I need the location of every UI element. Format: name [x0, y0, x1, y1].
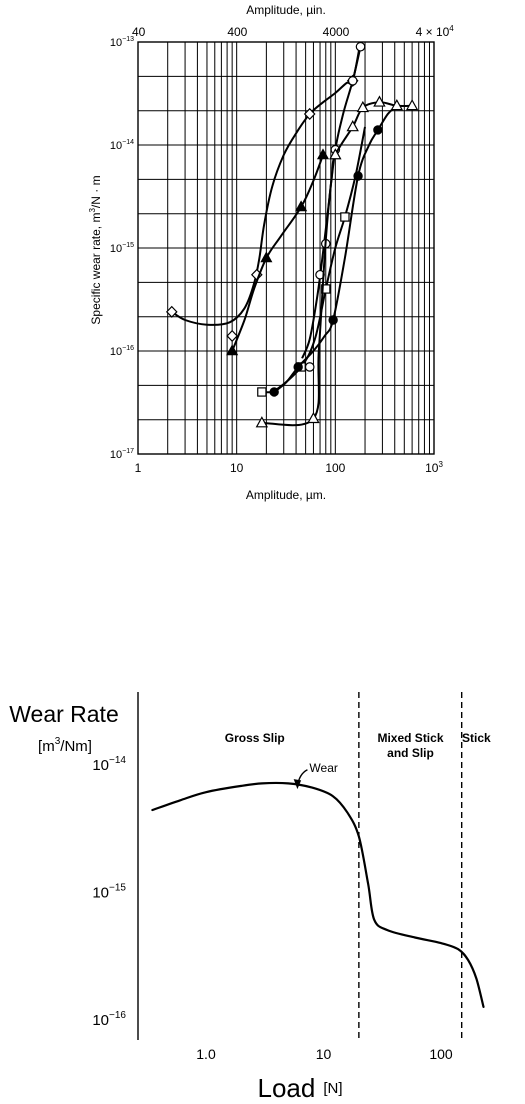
data-point-circle-filled — [269, 387, 279, 397]
chart-2-y-tick-label: 10−16 — [92, 1010, 126, 1029]
chart-2-series: Wear — [151, 761, 485, 1008]
chart-1-y-axis-label-main: Specific wear rate, m — [89, 213, 103, 325]
data-point-circle-filled — [293, 362, 303, 372]
wear-curve — [151, 781, 485, 1008]
data-point-circle-filled — [328, 315, 338, 325]
data-point-triangle-filled — [260, 251, 273, 263]
series-triangle-open — [255, 95, 419, 428]
chart-2-x-label-unit: [N] — [323, 1080, 342, 1097]
series-curve-triangle-open — [261, 101, 413, 427]
chart-2-x-axis-label: Load [N] — [257, 1073, 342, 1103]
chart-2-x-label-main: Load — [257, 1073, 315, 1103]
chart-2-y-unit-sup: 3 — [55, 736, 61, 747]
series-circle-filled — [269, 106, 396, 397]
chart-2-tick-labels: 1.0 10 100 10−14 10−15 10−16 — [92, 755, 453, 1062]
chart-1-y-tick-label: 10−15 — [110, 242, 134, 255]
chart-1-y-tick-label: 10−14 — [110, 139, 134, 152]
data-point-triangle-filled — [316, 148, 330, 160]
data-point-square-open — [257, 387, 267, 397]
chart-2-y-unit-tail: /Nm] — [60, 738, 92, 755]
chart-2-x-tick-label: 1.0 — [196, 1046, 216, 1062]
wear-curve-label: Wear — [309, 761, 337, 775]
chart-1-top-tick-label: 400 — [227, 25, 247, 39]
wear-label-arrowhead — [293, 779, 302, 790]
data-point-circle-filled — [373, 125, 383, 135]
chart-1-y-tick-label: 10−13 — [110, 36, 134, 49]
chart-1-y-axis-label-tail: /N · m — [89, 175, 103, 208]
data-point-square-open — [340, 212, 350, 222]
chart-1-y-tick-label: 10−16 — [110, 345, 134, 358]
chart-1-x-tick-label: 100 — [325, 461, 345, 475]
chart-2-y-tick-label: 10−14 — [92, 755, 126, 774]
regime-label-1: and Slip — [387, 746, 434, 760]
data-point-triangle-open — [307, 411, 320, 424]
data-point-circle-open — [304, 362, 315, 372]
chart-2-y-axis-label: Wear Rate — [9, 701, 119, 727]
data-point-triangle-filled — [295, 200, 308, 212]
data-point-triangle-filled — [226, 344, 239, 356]
chart-1-y-axis-label: Specific wear rate, m3/N · m — [88, 175, 103, 324]
chart-1-top-tick-label: 40 — [132, 25, 146, 39]
chart-1-plot-frame — [137, 41, 435, 455]
data-point-triangle-open — [346, 120, 359, 132]
chart-2-y-axis-unit: [m3/Nm] — [38, 736, 92, 755]
data-point-circle-open — [355, 41, 366, 52]
data-point-triangle-open — [329, 148, 342, 160]
chart-1-series — [165, 41, 419, 428]
data-point-circle-filled — [353, 171, 363, 181]
chart-2-x-tick-label: 100 — [429, 1046, 453, 1062]
chart-1-specific-wear-vs-amplitude: 1 10 100 103 40 400 4000 4 × 104 10−17 10−16 10−15… — [88, 3, 454, 502]
regime-label-1: Mixed Stick — [377, 731, 443, 745]
chart-1-x-tick-label: 10 — [230, 461, 244, 475]
series-curve-triangle-filled — [231, 154, 324, 352]
chart-2-regime-boundaries — [358, 692, 463, 1040]
chart-2-y-tick-label: 10−15 — [92, 883, 126, 902]
data-point-triangle-open — [405, 98, 419, 111]
chart-1-tick-labels: 1 10 100 103 40 400 4000 4 × 104 10−17 10−16 10−15… — [110, 24, 454, 475]
chart-1-top-tick-label: 4000 — [323, 25, 350, 39]
chart-2-x-tick-label: 10 — [316, 1046, 332, 1062]
series-square-open — [257, 126, 366, 397]
chart-1-x-tick-label: 1 — [135, 461, 142, 475]
regime-label-2: Stick — [462, 731, 491, 745]
data-point-circle-open — [347, 76, 358, 86]
chart-1-y-axis-label-sup: 3 — [88, 208, 97, 213]
data-point-triangle-open — [356, 100, 370, 113]
series-diamond-open — [165, 41, 362, 343]
chart-1-x-tick-label: 103 — [425, 460, 443, 475]
series-triangle-filled — [226, 148, 330, 356]
data-point-diamond-open — [303, 107, 316, 121]
chart-1-top-axis-label: Amplitude, µin. — [246, 3, 326, 17]
chart-2-y-unit-main: [m — [38, 738, 55, 755]
data-point-diamond-open — [226, 329, 238, 343]
data-point-diamond-open — [165, 305, 178, 318]
chart-1-x-axis-label: Amplitude, µm. — [246, 488, 326, 502]
data-point-triangle-open — [373, 95, 386, 107]
data-point-triangle-open — [390, 98, 404, 111]
regime-label-0: Gross Slip — [225, 731, 285, 745]
series-curve-diamond-open — [171, 41, 362, 326]
chart-1-y-tick-label: 10−17 — [110, 448, 134, 461]
chart-1-top-tick-label: 4 × 104 — [416, 24, 455, 39]
data-point-triangle-open — [255, 416, 269, 428]
